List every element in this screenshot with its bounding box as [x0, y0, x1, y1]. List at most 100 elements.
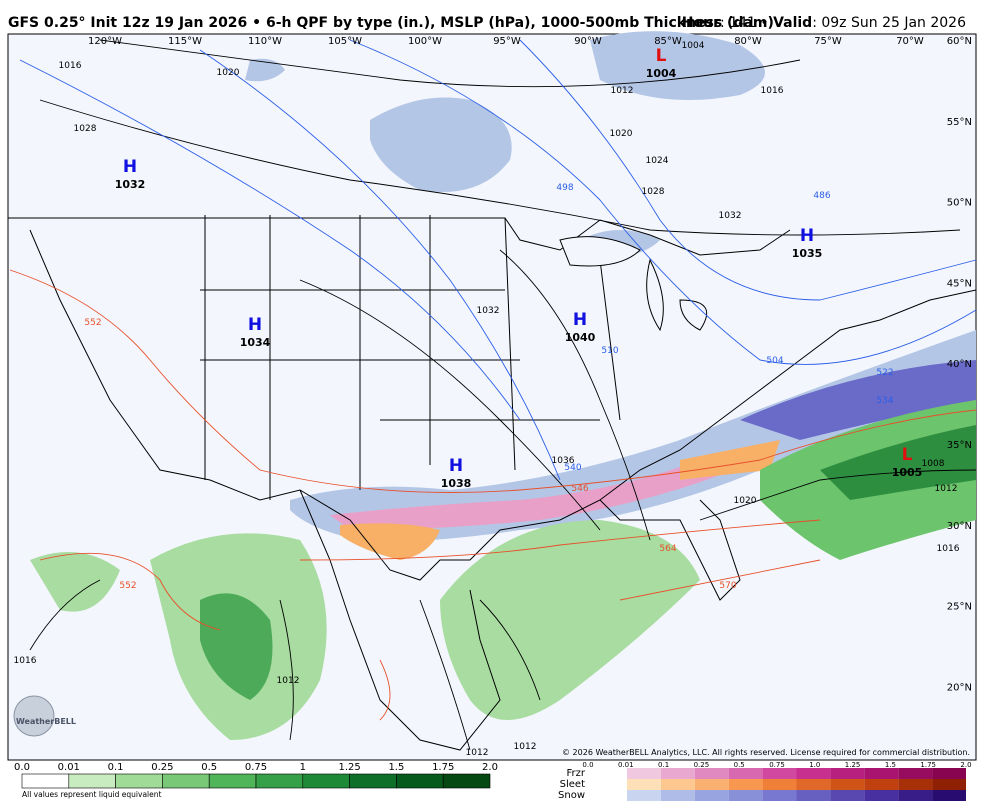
longitude-label: 100°W	[408, 36, 442, 47]
thickness-label: 522	[876, 368, 893, 378]
isobar-label: 1016	[937, 544, 960, 554]
qpf-tick: 1.75	[432, 762, 454, 773]
isobar-label: 1012	[935, 484, 958, 494]
rain-area	[30, 552, 120, 612]
qpf-tick: 0.5	[201, 762, 217, 773]
qpf-swatch	[396, 773, 444, 789]
qpf-tick: 0.75	[245, 762, 267, 773]
type-swatch	[660, 768, 695, 779]
latitude-label: 60°N	[947, 36, 972, 47]
sleet-area	[340, 523, 440, 560]
type-tick: 0.75	[769, 761, 785, 769]
rain-area	[200, 593, 273, 700]
type-swatch	[932, 779, 966, 790]
isobar-label: 1032	[719, 211, 742, 221]
pressure-center: H	[123, 157, 137, 177]
thickness-warm	[9, 269, 977, 721]
latitude-label: 45°N	[947, 278, 972, 289]
type-label: Sleet	[560, 779, 585, 790]
qpf-swatch	[68, 773, 116, 789]
type-swatch	[694, 768, 729, 779]
title: GFS 0.25° Init 12z 19 Jan 2026 • 6-h QPF…	[8, 15, 774, 31]
thickness-label: 570	[719, 581, 736, 591]
latitude-label: 30°N	[947, 521, 972, 532]
latitude-label: 25°N	[947, 602, 972, 613]
sleet-area	[680, 440, 780, 480]
type-swatch	[830, 790, 865, 801]
qpf-swatch	[349, 773, 397, 789]
isobar-label: 1016	[59, 61, 82, 71]
pressure-center: H	[449, 456, 463, 476]
qpf-swatch	[442, 773, 491, 789]
snow-area	[245, 58, 285, 82]
thickness-label: 504	[766, 356, 783, 366]
pressure-value: 1004	[646, 67, 677, 80]
isobar-label: 1012	[514, 742, 537, 752]
type-swatch	[728, 790, 763, 801]
latitude-label: 50°N	[947, 198, 972, 209]
thickness-label: 486	[813, 191, 830, 201]
isobar-label: 1024	[646, 156, 669, 166]
isobar-label: 1028	[74, 124, 97, 134]
type-swatch	[932, 790, 966, 801]
latitude-label: 40°N	[947, 359, 972, 370]
type-swatch	[932, 768, 966, 779]
type-swatch	[660, 790, 695, 801]
isobar-label: 1016	[14, 656, 37, 666]
valid-part: : 141 •	[720, 15, 773, 31]
pressure-value: 1034	[240, 336, 271, 349]
rain-area	[820, 425, 976, 500]
type-tick: 1.0	[809, 761, 820, 769]
note: All values represent liquid equivalent	[22, 790, 161, 799]
map	[7, 31, 977, 761]
qpf-tick: 0.01	[58, 762, 80, 773]
type-swatch	[660, 779, 695, 790]
pressure-value: 1005	[892, 466, 923, 479]
type-swatch	[796, 768, 831, 779]
pressure-center: L	[902, 445, 913, 465]
isobar-label: 1020	[734, 496, 757, 506]
qpf-tick: 0.25	[151, 762, 173, 773]
qpf-tick: 2.0	[482, 762, 498, 773]
isobars	[29, 39, 977, 751]
longitude-label: 105°W	[328, 36, 362, 47]
thickness-cold	[19, 39, 977, 481]
type-tick: 1.75	[920, 761, 936, 769]
lakes	[559, 236, 708, 332]
snow-area	[740, 360, 976, 440]
longitude-label: 90°W	[574, 36, 602, 47]
pressure-value: 1035	[792, 247, 823, 260]
type-swatch	[898, 790, 933, 801]
qpf-tick: 1.5	[388, 762, 404, 773]
type-swatch	[796, 790, 831, 801]
type-swatch	[728, 768, 763, 779]
longitude-label: 95°W	[493, 36, 521, 47]
longitude-label: 115°W	[168, 36, 202, 47]
qpf-swatch	[115, 773, 163, 789]
pressure-center: H	[248, 315, 262, 335]
longitude-label: 120°W	[88, 36, 122, 47]
thickness-label: 552	[84, 318, 101, 328]
isobar-label: 1020	[610, 129, 633, 139]
qpf-tick: 1.25	[338, 762, 360, 773]
isobar-label: 1036	[552, 456, 575, 466]
type-tick: 0.01	[618, 761, 634, 769]
qpf-swatch	[162, 773, 210, 789]
type-tick: 0.1	[658, 761, 669, 769]
longitude-label: 85°W	[654, 36, 682, 47]
type-swatch	[728, 779, 763, 790]
type-swatch	[694, 779, 729, 790]
type-swatch	[762, 779, 797, 790]
type-tick: 2.0	[960, 761, 971, 769]
snow-area	[370, 97, 512, 192]
thickness-label: 534	[876, 396, 893, 406]
valid-time: Hour: 141 • Valid: 09z Sun 25 Jan 2026	[682, 15, 966, 31]
valid-part: Hour	[682, 15, 720, 31]
longitude-label: 80°W	[734, 36, 762, 47]
valid-part: : 09z Sun 25 Jan 2026	[812, 15, 966, 31]
type-tick: 0.25	[694, 761, 710, 769]
isobar-label: 1008	[922, 459, 945, 469]
type-tick: 1.5	[885, 761, 896, 769]
pressure-center: L	[656, 46, 667, 66]
